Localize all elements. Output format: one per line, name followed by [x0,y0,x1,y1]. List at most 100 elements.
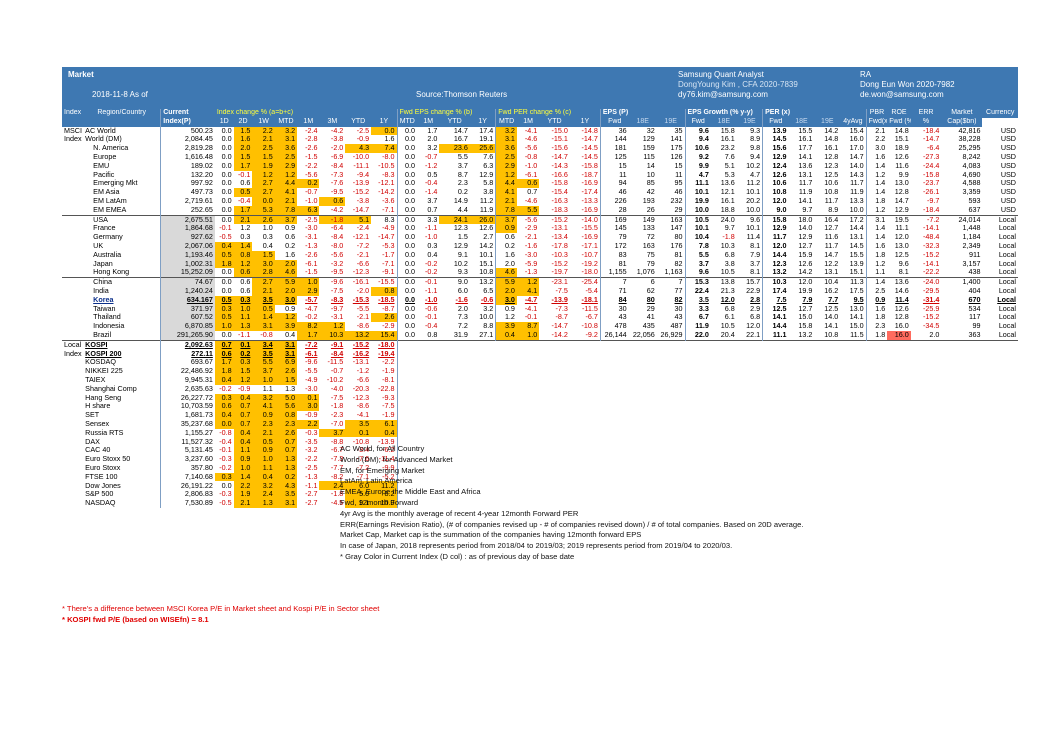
empty-cell [866,385,887,394]
table-cell: 9.6 [736,214,764,225]
empty-cell [840,429,866,438]
row-name: Japan [83,259,162,269]
table-cell: 1.6 [875,241,886,251]
table-cell: -7.1 [356,472,370,481]
table-cell: 1.4 [875,179,886,188]
empty-cell [570,385,601,394]
table-cell: 0.0 [221,205,232,214]
table-cell: -1.2 [356,367,370,376]
table-cell: 13.2 [345,330,372,341]
empty-cell [737,350,763,359]
row-name: EM Asia [83,188,162,197]
row-name: NASDAQ [83,499,162,508]
table-cell: 10.3 [319,330,346,341]
ra-email[interactable]: de.won@samsung.com [860,90,944,99]
table-cell: 26,227.72 [180,393,213,402]
note-line: AC World, for All Country [340,444,425,453]
empty-cell [982,376,1018,385]
table-cell: 141 [656,135,686,145]
table-cell: -8.7 [555,313,568,322]
table-cell: Local [998,259,1016,268]
table-cell: 32 [646,126,655,135]
empty-cell [439,376,470,385]
empty-cell [517,420,539,429]
empty-cell [866,367,887,376]
table-cell: -5.2 [371,472,398,482]
empty-cell [887,499,911,508]
analyst-email[interactable]: dy76.kim@samsung.com [678,90,768,99]
table-row: China 74.67 0.0 0.6 2.7 5.9 1.0 -9.6 -16.1 -15.5 0… [62,277,1018,287]
table-cell: 7.8 [698,241,709,251]
table-cell: 11.2 [371,481,398,491]
table-cell: 0.0 [405,179,416,188]
empty-cell [685,376,711,385]
table-cell: 6 [628,277,657,287]
table-cell: -1.7 [371,250,398,260]
table-cell: 637 [968,205,981,214]
table-cell: 7.5 [776,295,787,304]
row-group-label [62,376,83,385]
table-cell: 14.1 [772,313,787,322]
table-cell: 42 [646,188,655,197]
table-cell: 0.8 [233,250,253,260]
table-row: CAC 40 5,131.45 -0.1 1.1 0.9 0.7 -3.2 -6.7 -3.4-… [62,446,1018,456]
table-cell: 7.6 [724,152,735,162]
empty-cell [417,367,439,376]
row-group-label [62,224,83,233]
table-cell: USD [1000,144,1016,153]
table-cell: 14.8 [824,135,839,144]
table-cell: 1.2 [875,205,886,214]
row-name: Brazil [83,330,162,341]
row-name: SET [83,411,162,420]
empty-cell [470,385,496,394]
table-cell: 1.2 [240,224,251,233]
table-cell: 1.4 [875,188,886,197]
table-cell: -12.1 [371,179,398,189]
table-cell: 0.0 [405,196,416,206]
empty-cell [711,420,737,429]
table-cell: 3.2 [427,144,438,153]
table-cell: 16.0 [894,322,909,331]
table-cell: 12.9 [453,241,468,251]
table-cell: 82 [656,295,686,305]
table-cell: -18.5 [371,295,398,305]
table-cell: 2.2 [297,419,320,429]
table-row: Euro Stoxx 357.80 -0.2 1.0 1.1 1.3 -2.5 -7.7 -7.… [62,463,1018,473]
table-cell: 2.3 [457,179,468,188]
table-cell: 0.2 [297,179,320,189]
table-cell: 26,929 [656,330,686,341]
empty-cell [470,350,496,359]
table-cell: 3.0 [297,402,320,412]
empty-cell [814,402,840,411]
empty-cell [887,490,911,499]
table-cell: 147 [656,224,686,234]
table-cell: 10 [646,170,655,179]
empty-cell [763,350,789,359]
empty-cell [887,367,911,376]
row-name: Russia RTS [83,428,162,438]
table-cell: 3.0 [274,295,298,305]
table-cell: 1.6 [504,250,515,259]
empty-cell [539,376,570,385]
table-cell: -10.2 [326,375,344,384]
table-cell: -10.0 [352,152,370,162]
market-sheet: Market 2018-11-8 As of Source:Thomson Re… [62,67,1018,508]
table-cell: -15.2 [352,188,370,197]
table-cell: -4.1 [356,411,370,420]
table-cell: 80 [646,295,655,304]
subheader-cell: Fwd(x) [866,117,888,127]
table-cell: 927.62 [160,233,215,242]
empty-cell [397,385,417,394]
table-cell: 13.2 [772,268,787,277]
empty-cell [911,385,942,394]
subheader-cell: 19E [656,117,686,127]
table-cell: 0.6 [319,196,346,206]
empty-cell [941,455,982,464]
table-cell: -14.1 [922,224,940,233]
empty-cell [439,411,470,420]
table-row: Euro Stoxx 50 3,237.60 -0.3 0.9 1.0 1.3 -2.2 -7… [62,455,1018,464]
empty-cell [910,339,942,350]
notes-block: AC World, for All Country World (DM), for… [340,444,803,563]
table-cell: 0.6 [516,179,540,189]
empty-cell [982,481,1018,490]
